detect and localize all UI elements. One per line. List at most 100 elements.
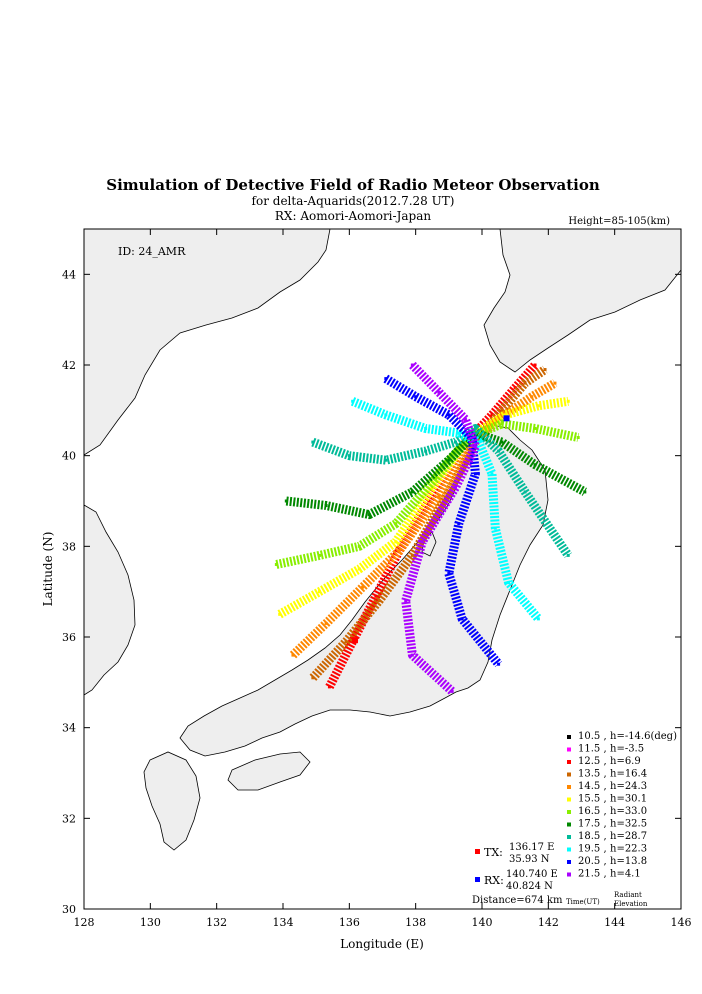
x-tick-label: 130	[140, 916, 161, 929]
data-point	[420, 540, 424, 544]
data-point	[361, 585, 365, 589]
legend-elevation: h=24.3	[610, 781, 647, 792]
legend-time: 13.5 ,	[578, 769, 607, 780]
data-point	[490, 472, 494, 476]
data-point	[533, 363, 537, 367]
legend-marker	[567, 760, 571, 764]
data-point	[274, 562, 278, 566]
legend-elevation: h=33.0	[610, 806, 647, 817]
rx-longitude: 140.740 E	[506, 869, 558, 880]
series-band-21-5	[401, 361, 480, 695]
rx-station-marker	[503, 415, 510, 422]
legend-elevation: h=28.7	[610, 831, 647, 842]
data-point	[410, 490, 414, 494]
y-tick-label: 30	[62, 903, 76, 916]
legend-time: 21.5 ,	[578, 869, 607, 880]
series-path	[285, 428, 587, 520]
rx-marker-legend	[475, 877, 480, 882]
data-point	[324, 504, 328, 508]
data-point	[394, 522, 398, 526]
data-point	[377, 599, 381, 603]
legend-elevation: h=-14.6(deg)	[610, 731, 677, 742]
data-point	[311, 440, 315, 444]
tx-longitude: 136.17 E	[509, 842, 554, 853]
data-point	[473, 445, 477, 449]
legend-elevation: h=22.3	[610, 844, 647, 855]
legend-marker	[567, 810, 571, 814]
data-point	[437, 494, 441, 498]
legend-time: 16.5 ,	[578, 806, 607, 817]
data-point	[414, 395, 418, 399]
series-path	[275, 419, 580, 569]
data-point	[450, 689, 454, 693]
x-tick-label: 134	[273, 916, 294, 929]
data-point	[434, 476, 438, 480]
data-point	[311, 676, 315, 680]
data-point	[404, 599, 408, 603]
legend: 10.5 , h=-14.6(deg)11.5 , h=-3.512.5 , h=6.…	[567, 731, 677, 880]
data-point	[453, 485, 457, 489]
data-point	[497, 662, 501, 666]
data-point	[503, 413, 507, 417]
series-path	[277, 396, 569, 619]
data-point	[347, 454, 351, 458]
data-point	[497, 449, 501, 453]
chart-subtitle-event: for delta-Aquarids(2012.7.28 UT)	[252, 194, 455, 208]
data-point	[507, 581, 511, 585]
rx-latitude: 40.824 N	[506, 881, 553, 892]
legend-marker	[567, 735, 571, 739]
data-point	[533, 426, 537, 430]
data-point	[447, 458, 451, 462]
chart-subtitle-receiver: RX: Aomori-Aomori-Japan	[275, 209, 431, 223]
data-point	[523, 381, 527, 385]
data-point	[351, 399, 355, 403]
data-point	[367, 513, 371, 517]
legend-radiant-label: Radiant	[614, 891, 642, 899]
data-point	[410, 553, 414, 557]
rx-label: RX:	[484, 874, 504, 887]
legend-marker	[567, 822, 571, 827]
data-point	[397, 549, 401, 553]
legend-marker	[567, 785, 571, 789]
legend-marker	[567, 847, 571, 852]
y-tick-label: 44	[62, 268, 76, 281]
data-point	[344, 640, 348, 644]
legend-marker	[567, 860, 571, 864]
y-tick-label: 36	[62, 631, 76, 644]
data-point	[553, 381, 557, 385]
kyushu-landmass	[143, 751, 201, 851]
y-tick-label: 32	[62, 812, 76, 825]
data-point	[500, 440, 504, 444]
y-tick-label: 34	[62, 722, 76, 735]
legend-time: 20.5 ,	[578, 856, 607, 867]
data-point	[384, 458, 388, 462]
data-point	[477, 440, 481, 444]
y-tick-label: 38	[62, 540, 76, 553]
data-point	[357, 567, 361, 571]
data-point	[384, 413, 388, 417]
legend-time: 10.5 ,	[578, 731, 607, 742]
axes-layer: 128 130 132 134 136 138 140 142 144 146 30 32 34 36 38…	[62, 229, 692, 929]
x-tick-label: 142	[538, 916, 559, 929]
legend-marker	[567, 747, 571, 752]
y-tick-label: 42	[62, 359, 76, 372]
data-point	[576, 436, 580, 440]
data-point	[500, 408, 504, 412]
data-point	[543, 368, 547, 372]
data-point	[523, 490, 527, 494]
data-point	[463, 417, 467, 421]
data-point	[374, 594, 378, 598]
legend-elevation: h=6.9	[610, 756, 641, 767]
legend-elevation: h=30.1	[610, 794, 647, 805]
series-path	[289, 379, 558, 659]
data-point	[530, 395, 534, 399]
data-point	[410, 653, 414, 657]
data-point	[536, 617, 540, 621]
data-point	[284, 499, 288, 503]
distance-label: Distance=674 km	[472, 895, 563, 906]
data-point	[490, 413, 494, 417]
data-point	[327, 685, 331, 689]
data-point	[291, 653, 295, 657]
data-point	[453, 440, 457, 444]
data-point	[566, 399, 570, 403]
